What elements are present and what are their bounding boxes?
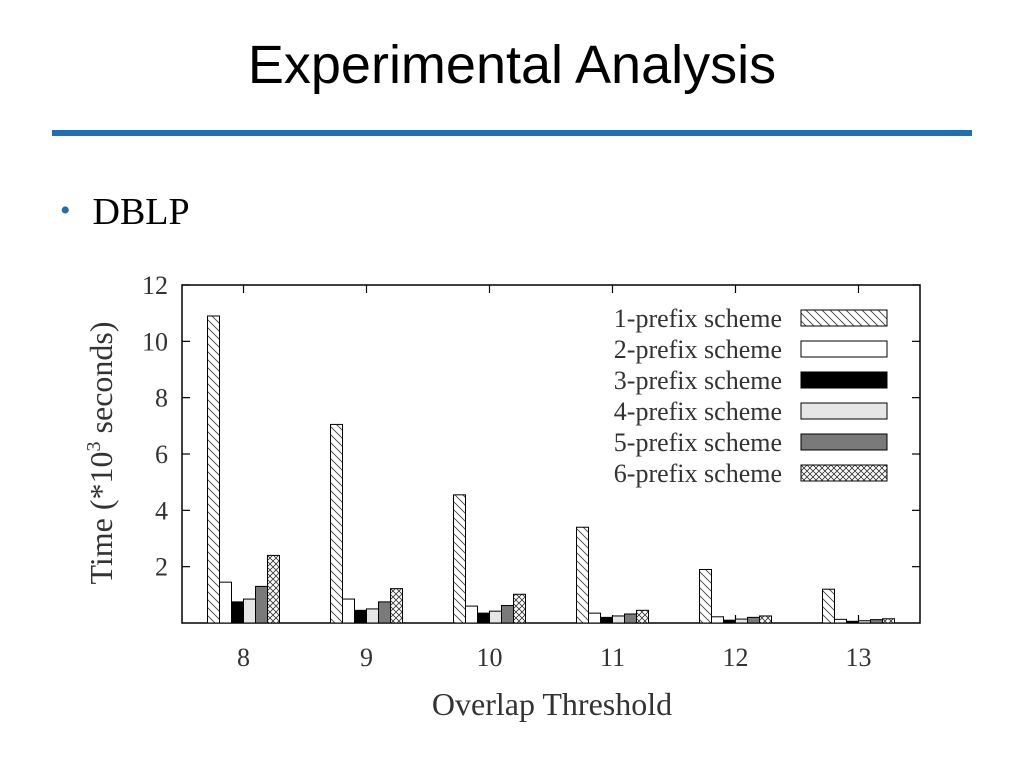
x-tick-label: 12: [723, 643, 749, 672]
y-tick-label: 4: [155, 496, 168, 525]
legend-label: 2-prefix scheme: [614, 335, 782, 364]
legend-label: 3-prefix scheme: [614, 366, 782, 395]
legend-label: 4-prefix scheme: [614, 397, 782, 426]
legend-swatch: [800, 309, 888, 327]
bar-s4-11: [612, 615, 625, 624]
legend-swatch: [800, 433, 888, 451]
legend-swatch: [800, 340, 888, 358]
bar-s6-11: [636, 609, 649, 624]
bullet-item: • DBLP: [60, 190, 190, 234]
legend-swatch: [800, 371, 888, 389]
bar-s2-8: [219, 581, 232, 624]
bar-s5-12: [747, 616, 760, 624]
bar-s2-11: [588, 612, 601, 624]
legend-swatch: [800, 464, 888, 482]
bar-s6-8: [267, 554, 280, 624]
bar-s6-13: [882, 618, 895, 624]
bar-s5-13: [870, 619, 883, 624]
slide-title: Experimental Analysis: [247, 35, 777, 95]
bar-s5-11: [624, 613, 637, 624]
bar-s1-11: [576, 526, 589, 624]
bar-s4-9: [366, 608, 379, 624]
bar-s4-8: [243, 598, 256, 624]
y-tick-label: 2: [155, 553, 168, 582]
x-axis-label: Overlap Threshold: [432, 686, 672, 722]
bar-s2-10: [465, 605, 478, 624]
bar-s2-12: [711, 616, 724, 624]
bar-s6-9: [390, 588, 403, 624]
bar-s2-13: [834, 618, 847, 624]
bar-s3-8: [231, 601, 244, 624]
bar-s6-12: [759, 615, 772, 624]
y-tick-label: 6: [155, 440, 168, 469]
y-tick-label: 10: [142, 327, 168, 356]
bar-s2-9: [342, 598, 355, 624]
bar-s1-9: [330, 423, 343, 624]
bar-s4-12: [735, 618, 748, 624]
bar-s3-11: [600, 616, 613, 624]
x-tick-label: 8: [237, 643, 250, 672]
bar-s1-8: [207, 315, 220, 624]
legend-label: 1-prefix scheme: [614, 304, 782, 333]
bar-s1-12: [699, 568, 712, 624]
y-tick-label: 8: [155, 384, 168, 413]
bar-s6-10: [513, 593, 526, 624]
bar-s4-10: [489, 610, 502, 624]
bar-s5-8: [255, 585, 268, 624]
x-tick-label: 11: [600, 643, 625, 672]
y-axis-label: Time (*103 seconds): [83, 321, 119, 584]
bar-s5-10: [501, 605, 514, 624]
bar-s4-13: [858, 620, 871, 624]
legend-swatch: [800, 402, 888, 420]
bullet-text: DBLP: [92, 191, 190, 233]
plot-area-frame: [181, 284, 921, 624]
y-tick-label: 12: [142, 271, 168, 300]
legend-label: 5-prefix scheme: [614, 428, 782, 457]
x-tick-label: 9: [360, 643, 373, 672]
bar-s3-10: [477, 612, 490, 624]
x-tick-label: 13: [846, 643, 872, 672]
bar-s3-12: [723, 619, 736, 624]
bar-s3-13: [846, 620, 859, 624]
bar-s1-13: [822, 588, 835, 624]
bar-s5-9: [378, 601, 391, 624]
legend-label: 6-prefix scheme: [614, 459, 782, 488]
x-tick-label: 10: [477, 643, 503, 672]
title-divider: [52, 130, 972, 136]
bullet-dot-icon: •: [60, 194, 71, 227]
bar-s1-10: [453, 494, 466, 624]
bar-s3-9: [354, 609, 367, 624]
